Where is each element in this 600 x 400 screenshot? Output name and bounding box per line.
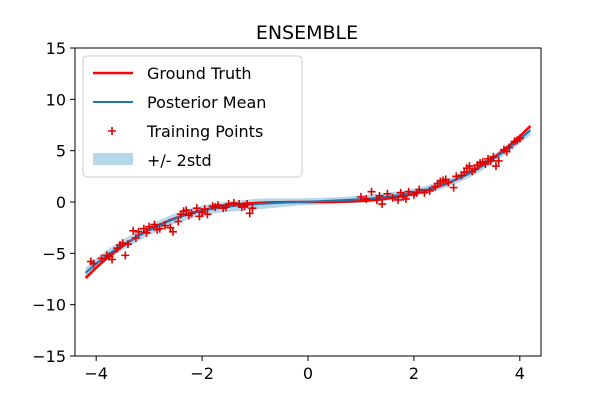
training-point [166,223,175,232]
legend-ground-truth-label: Ground Truth [147,64,252,83]
training-points-layer [86,134,524,268]
training-point [460,168,469,177]
training-point [245,209,254,218]
training-point [229,199,238,208]
training-point [494,156,503,165]
y-tick-label: 15 [46,39,66,58]
training-point [195,212,204,221]
x-tick-label: 0 [303,364,313,383]
training-point [404,187,413,196]
training-point [362,194,371,203]
training-point [515,134,524,143]
y-tick-label: −10 [32,296,66,315]
training-point [425,186,434,195]
training-point [145,222,154,231]
y-tick-label: 5 [56,142,66,161]
training-point [502,147,511,156]
training-point [161,221,170,230]
training-point [139,224,148,233]
training-point [489,152,498,161]
training-point [142,228,151,237]
training-point [168,227,177,236]
legend: Ground Truth Posterior Mean Training Poi… [82,55,303,178]
training-point [452,172,461,181]
training-point [131,233,140,242]
training-point [243,200,252,209]
x-tick-label: −2 [190,364,214,383]
training-point [155,224,164,233]
training-point [420,188,429,197]
training-point [192,204,201,213]
y-tick-label: −15 [32,347,66,366]
training-point [97,254,106,263]
y-tick-label: 0 [56,193,66,212]
training-point [123,240,132,249]
y-tick-label: 10 [46,90,66,109]
x-tick-label: −4 [84,364,108,383]
legend-training-points-label: Training Points [146,122,263,141]
training-point [505,143,514,152]
training-point [150,220,159,229]
training-point [129,226,138,235]
y-tick-label: −5 [42,244,66,263]
training-point [470,165,479,174]
training-point [491,162,500,171]
x-tick-label: 4 [515,364,525,383]
training-point [174,217,183,226]
training-point [481,160,490,169]
training-point [396,188,405,197]
legend-training-point-marker [108,127,116,135]
training-point [182,206,191,215]
training-point [465,162,474,171]
training-point [401,194,410,203]
training-point [383,189,392,198]
training-point [200,205,209,214]
training-point [187,209,196,218]
training-point [121,251,130,260]
training-point [134,227,143,236]
training-point [89,259,98,268]
training-point [118,239,127,248]
training-point [248,204,257,213]
y-axis-ticks: −15 −10 −5 0 5 10 15 [32,39,75,366]
legend-band-label: +/- 2std [147,151,212,170]
training-point [449,183,458,192]
training-point [356,192,365,201]
training-point [213,201,222,210]
training-point [394,195,403,204]
x-tick-label: 2 [409,364,419,383]
chart-title: ENSEMBLE [256,22,358,44]
training-point [486,156,495,165]
legend-training-points-swatch [108,127,116,135]
training-point [375,191,384,200]
training-point [372,195,381,204]
training-point [378,200,387,209]
training-point [367,187,376,196]
training-point [388,193,397,202]
training-point [224,200,233,209]
legend-box [82,55,303,178]
training-point [108,255,117,264]
training-point [203,210,212,219]
training-point [415,185,424,194]
legend-band-swatch [93,153,133,165]
x-axis-ticks: −4 −2 0 2 4 [84,356,525,383]
legend-posterior-mean-label: Posterior Mean [147,93,266,112]
training-point [444,178,453,187]
